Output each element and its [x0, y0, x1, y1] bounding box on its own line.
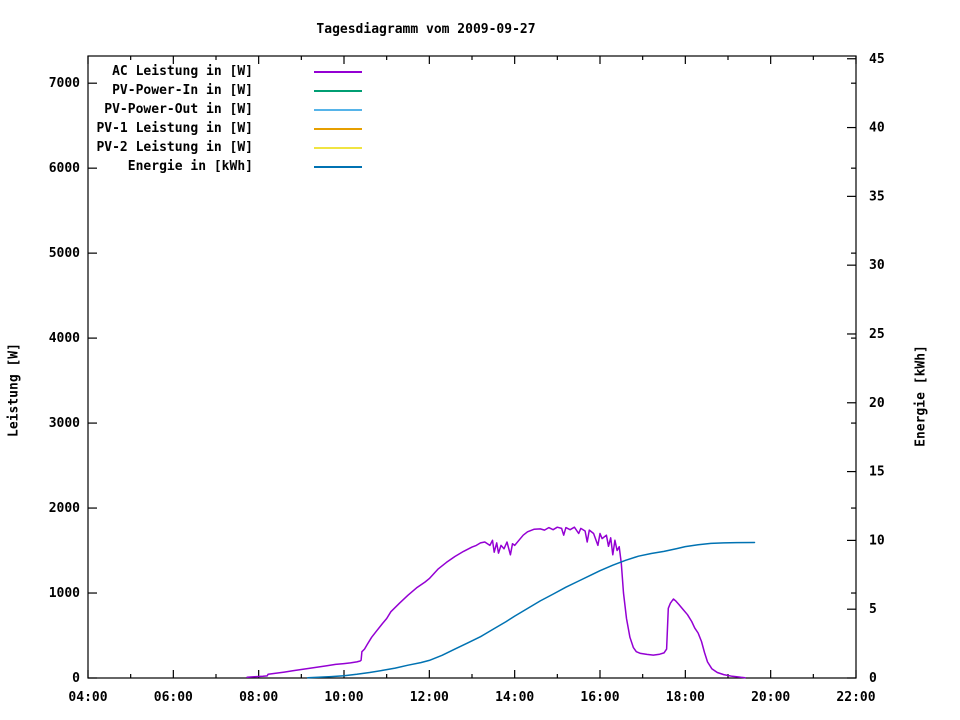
y-tick-label: 7000	[49, 76, 80, 91]
legend-line-sample	[314, 109, 362, 111]
x-tick-label: 14:00	[495, 690, 534, 705]
legend-label: PV-Power-In in [W]	[112, 83, 253, 98]
legend-line-sample	[314, 147, 362, 149]
y-tick-label: 6000	[49, 161, 80, 176]
legend-line-sample	[314, 71, 362, 73]
y2-tick-label: 10	[869, 533, 885, 548]
y2-tick-label: 20	[869, 396, 885, 411]
legend-label: PV-Power-Out in [W]	[104, 102, 253, 117]
x-tick-label: 12:00	[410, 690, 449, 705]
y-tick-label: 1000	[49, 586, 80, 601]
legend-label: PV-2 Leistung in [W]	[96, 140, 253, 155]
y-tick-label: 4000	[49, 331, 80, 346]
series-line-0	[246, 526, 746, 679]
y-tick-label: 3000	[49, 416, 80, 431]
y2-tick-label: 30	[869, 258, 885, 273]
legend-line-sample	[314, 90, 362, 92]
y2-tick-label: 5	[869, 602, 877, 617]
series-line-5	[306, 541, 756, 679]
y-tick-label: 2000	[49, 501, 80, 516]
x-tick-label: 20:00	[751, 690, 790, 705]
y2-tick-label: 45	[869, 52, 885, 67]
x-tick-label: 06:00	[154, 690, 193, 705]
y2-tick-label: 25	[869, 327, 885, 342]
y2-tick-label: 15	[869, 465, 885, 480]
y-tick-label: 5000	[49, 246, 80, 261]
legend-line-sample	[314, 128, 362, 130]
x-tick-label: 10:00	[324, 690, 363, 705]
legend-label: PV-1 Leistung in [W]	[96, 121, 253, 136]
legend-label: AC Leistung in [W]	[112, 64, 253, 79]
x-tick-label: 18:00	[666, 690, 705, 705]
legend-line-sample	[314, 166, 362, 168]
x-tick-label: 04:00	[68, 690, 107, 705]
legend-label: Energie in [kWh]	[127, 159, 253, 174]
chart-title: Tagesdiagramm vom 2009-09-27	[316, 22, 536, 37]
y2-tick-label: 0	[869, 671, 877, 686]
y-tick-label: 0	[72, 671, 80, 686]
x-tick-label: 22:00	[836, 690, 875, 705]
x-tick-label: 16:00	[580, 690, 619, 705]
y2-tick-label: 35	[869, 189, 885, 204]
y2-tick-label: 40	[869, 121, 885, 136]
x-tick-label: 08:00	[239, 690, 278, 705]
